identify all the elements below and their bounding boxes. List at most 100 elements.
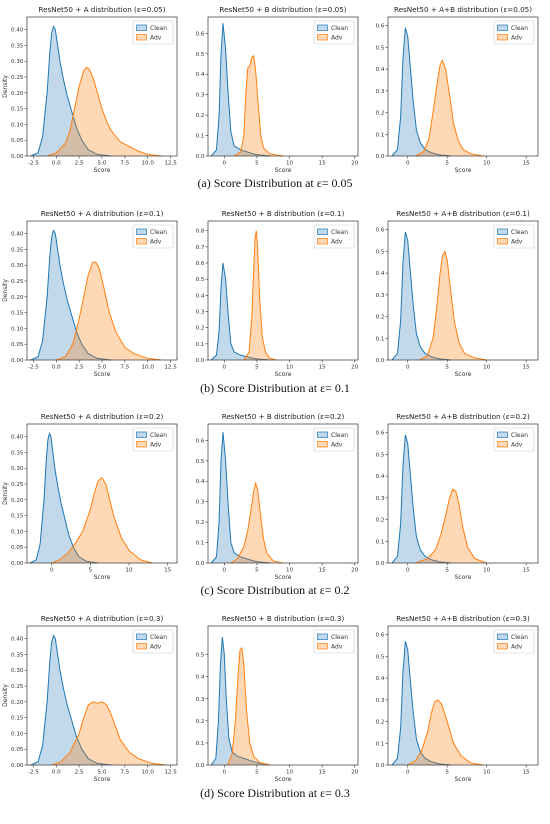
series-line-adv — [227, 646, 271, 766]
x-tick-label: 10 — [286, 568, 294, 574]
y-tick-label: 0.6 — [196, 438, 205, 444]
series-line-clean — [29, 432, 99, 564]
x-tick-label: 15 — [319, 365, 327, 371]
legend-label-adv: Adv — [511, 35, 523, 42]
x-tick-label: 0.0 — [52, 770, 61, 776]
x-tick-label: 5 — [255, 161, 259, 167]
legend-swatch-clean — [317, 24, 328, 31]
y-tick-label: 0.3 — [376, 698, 385, 704]
x-tick-label: 15 — [523, 568, 531, 574]
legend-label-adv: Adv — [150, 442, 162, 449]
series-line-adv — [51, 701, 167, 766]
x-tick-label: 15 — [523, 770, 531, 776]
x-tick-label: 15 — [523, 161, 531, 167]
legend-label-adv: Adv — [511, 239, 523, 246]
legend-swatch-clean — [136, 228, 147, 235]
x-tick-label: 15 — [319, 161, 327, 167]
plot-frame — [387, 625, 539, 766]
x-axis-label: Score — [455, 776, 472, 783]
y-tick-label: 0.1 — [376, 741, 385, 747]
y-tick-label: 0.5 — [376, 654, 385, 660]
y-tick-label: 0.3 — [376, 89, 385, 95]
legend: Clean Adv — [493, 20, 535, 45]
series-area-clean — [30, 26, 112, 157]
y-tick-label: 0.15 — [11, 716, 24, 722]
series-line-adv — [243, 230, 277, 361]
chart-panel-8: ResNet50 + B distribution (ε=0.2) 0 5 10 15 2… — [196, 412, 359, 581]
legend-label-clean: Clean — [331, 229, 348, 236]
series-line-adv — [407, 699, 483, 766]
series-area-adv — [419, 251, 487, 360]
legend-swatch-adv — [317, 34, 328, 41]
series-area-adv — [230, 483, 283, 563]
series-line-clean — [210, 432, 271, 564]
legend-swatch-clean — [136, 24, 147, 31]
chart-panel-2: ResNet50 + B distribution (ε=0.05) 0 5 10 15… — [196, 5, 359, 174]
y-tick-label: 0.35 — [11, 43, 24, 49]
legend: Clean Adv — [313, 20, 355, 45]
series-line-adv — [415, 59, 483, 157]
legend-swatch-adv — [317, 643, 328, 650]
x-axis-label: Score — [275, 574, 292, 581]
y-tick-label: 0.5 — [376, 452, 385, 458]
y-tick-label: 0.05 — [11, 138, 24, 144]
legend-swatch-clean — [317, 431, 328, 438]
x-tick-label: 10 — [483, 770, 491, 776]
y-axis-label: Density — [2, 279, 9, 302]
x-tick-label: 5 — [89, 568, 93, 574]
x-tick-label: 7.5 — [120, 161, 129, 167]
legend-swatch-clean — [497, 633, 508, 640]
x-tick-label: 20 — [351, 568, 359, 574]
series-line-clean — [391, 27, 452, 157]
legend-label-clean: Clean — [511, 25, 528, 32]
legend-label-clean: Clean — [511, 432, 528, 439]
y-tick-label: 0.4 — [376, 271, 385, 277]
x-axis-label: Score — [94, 574, 111, 581]
x-tick-label: 5 — [255, 568, 259, 574]
legend-box — [132, 224, 174, 249]
plot-frame — [207, 625, 359, 766]
y-tick-label: 0.00 — [11, 763, 24, 769]
x-tick-label: 15 — [319, 770, 327, 776]
legend-swatch-adv — [136, 238, 147, 245]
x-tick-label: 0.0 — [52, 365, 61, 371]
series-area-adv — [234, 55, 283, 157]
y-tick-label: 0.2 — [376, 315, 385, 321]
legend: Clean Adv — [132, 20, 174, 45]
x-tick-label: 5 — [445, 161, 449, 167]
panel-title: ResNet50 + A distribution (ε=0.1) — [41, 209, 164, 218]
legend-swatch-adv — [497, 441, 508, 448]
series-area-adv — [415, 60, 483, 156]
x-tick-label: 12.5 — [164, 770, 177, 776]
chart-panel-10: ResNet50 + A distribution (ε=0.3) -2.5 0.0… — [2, 614, 178, 783]
chart-panel-5: ResNet50 + B distribution (ε=0.1) 0 5 10 15 2… — [196, 209, 359, 378]
legend-box — [313, 224, 355, 249]
x-axis-label: Score — [455, 371, 472, 378]
y-tick-label: 0.40 — [11, 435, 24, 441]
plot-frame — [207, 423, 359, 564]
series-area-clean — [30, 635, 112, 765]
series-area-clean — [391, 27, 452, 156]
y-tick-label: 0.2 — [376, 720, 385, 726]
panel-title: ResNet50 + B distribution (ε=0.2) — [222, 412, 345, 421]
y-tick-label: 0.00 — [11, 561, 24, 567]
legend-box — [132, 20, 174, 45]
legend-box — [493, 224, 535, 249]
y-tick-label: 0.00 — [11, 154, 24, 160]
chart-panel-7: ResNet50 + A distribution (ε=0.2) 0 5 10 15 0… — [2, 412, 178, 581]
legend-label-clean: Clean — [511, 229, 528, 236]
y-tick-label: 0.10 — [11, 529, 24, 535]
legend-label-clean: Clean — [331, 432, 348, 439]
chart-panel-12: ResNet50 + A+B distribution (ε=0.3) 0 5 10 1… — [376, 614, 539, 783]
y-tick-label: 0.3 — [196, 500, 205, 506]
y-tick-label: 0.3 — [376, 496, 385, 502]
x-tick-label: 0 — [223, 365, 227, 371]
legend-label-clean: Clean — [150, 432, 167, 439]
series-area-clean — [391, 231, 452, 360]
legend-label-adv: Adv — [150, 239, 162, 246]
series-line-adv — [230, 481, 284, 564]
y-tick-label: 0.30 — [11, 466, 24, 472]
x-tick-label: 10.0 — [141, 365, 154, 371]
panel-title: ResNet50 + A+B distribution (ε=0.05) — [394, 5, 532, 14]
y-tick-label: 0.2 — [196, 719, 205, 725]
